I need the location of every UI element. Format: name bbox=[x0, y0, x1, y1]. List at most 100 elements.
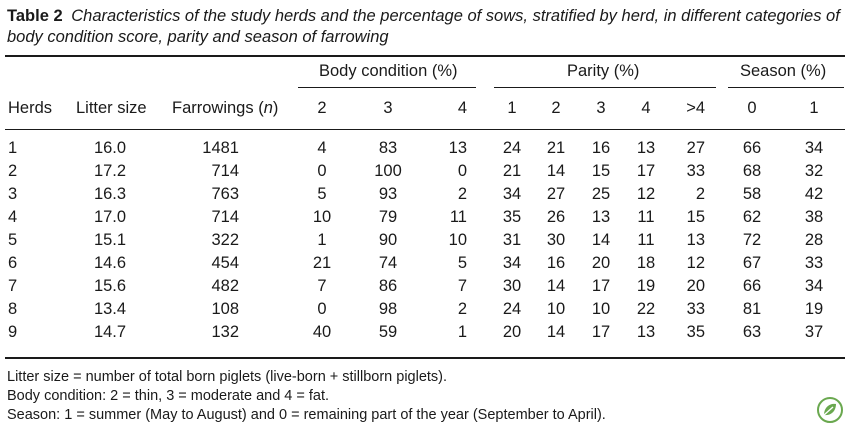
cell-litter-size: 13.4 bbox=[93, 300, 127, 318]
cell-parity-3: 16 bbox=[591, 139, 611, 157]
cell-season-0: 66 bbox=[742, 277, 762, 295]
cell-bc-4: 5 bbox=[457, 254, 467, 272]
cell-farrowings: 714 bbox=[211, 208, 239, 226]
cell-parity-4: 19 bbox=[636, 277, 656, 295]
cell-parity-gt4: 33 bbox=[686, 162, 705, 180]
column-header-bc-2: 4 bbox=[457, 99, 467, 117]
cell-parity-1: 24 bbox=[502, 300, 522, 318]
column-header-parity-4: >4 bbox=[686, 99, 705, 117]
group-rule-season bbox=[728, 87, 844, 88]
cell-season-1: 19 bbox=[804, 300, 824, 318]
cell-bc-4: 2 bbox=[457, 185, 467, 203]
cell-herd: 1 bbox=[8, 139, 18, 157]
cell-litter-size: 17.2 bbox=[93, 162, 127, 180]
column-header-parity-0: 1 bbox=[507, 99, 517, 117]
cell-parity-3: 14 bbox=[591, 231, 611, 249]
cell-farrowings: 454 bbox=[211, 254, 239, 272]
cell-parity-gt4: 20 bbox=[686, 277, 705, 295]
cell-bc-3: 100 bbox=[374, 162, 402, 180]
cell-parity-1: 30 bbox=[502, 277, 522, 295]
header-rule bbox=[5, 129, 845, 130]
cell-parity-1: 34 bbox=[502, 254, 522, 272]
column-header-parity-3: 4 bbox=[641, 99, 651, 117]
cell-parity-gt4: 33 bbox=[686, 300, 705, 318]
cell-bc-2: 4 bbox=[317, 139, 327, 157]
cell-parity-1: 31 bbox=[502, 231, 522, 249]
cell-parity-3: 17 bbox=[591, 323, 611, 341]
cell-bc-4: 1 bbox=[457, 323, 467, 341]
column-header-parity-1: 2 bbox=[551, 99, 561, 117]
cell-litter-size: 16.0 bbox=[93, 139, 127, 157]
cell-litter-size: 16.3 bbox=[93, 185, 127, 203]
cell-bc-3: 90 bbox=[378, 231, 398, 249]
cell-parity-gt4: 13 bbox=[686, 231, 705, 249]
cell-bc-3: 93 bbox=[378, 185, 398, 203]
leaf-badge-icon bbox=[817, 397, 843, 423]
bottom-rule bbox=[5, 357, 845, 359]
cell-parity-2: 10 bbox=[546, 300, 566, 318]
footnote-litter-size: Litter size = number of total born pigle… bbox=[7, 369, 448, 385]
cell-season-0: 62 bbox=[742, 208, 762, 226]
group-rule-parity bbox=[494, 87, 716, 88]
cell-herd: 7 bbox=[8, 277, 18, 295]
cell-farrowings: 482 bbox=[211, 277, 239, 295]
cell-bc-3: 74 bbox=[378, 254, 398, 272]
cell-parity-1: 35 bbox=[502, 208, 522, 226]
column-header-farrowings: Farrowings (n) bbox=[172, 99, 279, 117]
cell-season-1: 34 bbox=[804, 277, 824, 295]
column-header-season-1: 1 bbox=[809, 99, 819, 117]
cell-parity-3: 25 bbox=[591, 185, 611, 203]
cell-bc-2: 7 bbox=[317, 277, 327, 295]
cell-season-0: 63 bbox=[742, 323, 762, 341]
cell-herd: 5 bbox=[8, 231, 18, 249]
cell-parity-gt4: 12 bbox=[686, 254, 705, 272]
cell-bc-3: 86 bbox=[378, 277, 398, 295]
cell-parity-gt4: 35 bbox=[686, 323, 705, 341]
cell-farrowings: 763 bbox=[211, 185, 239, 203]
cell-farrowings: 714 bbox=[211, 162, 239, 180]
cell-parity-2: 30 bbox=[546, 231, 566, 249]
group-header-season: Season (%) bbox=[740, 62, 827, 80]
cell-parity-2: 14 bbox=[546, 323, 566, 341]
cell-parity-4: 12 bbox=[636, 185, 656, 203]
cell-litter-size: 17.0 bbox=[93, 208, 127, 226]
cell-parity-4: 11 bbox=[637, 208, 655, 226]
cell-season-1: 38 bbox=[804, 208, 824, 226]
footnote-body-condition: Body condition: 2 = thin, 3 = moderate a… bbox=[7, 388, 330, 404]
cell-herd: 3 bbox=[8, 185, 18, 203]
cell-farrowings: 1481 bbox=[202, 139, 239, 157]
cell-bc-2: 10 bbox=[312, 208, 332, 226]
cell-litter-size: 15.6 bbox=[93, 277, 127, 295]
group-header-body-condition: Body condition (%) bbox=[319, 62, 458, 80]
cell-season-1: 34 bbox=[804, 139, 824, 157]
cell-farrowings: 322 bbox=[211, 231, 239, 249]
cell-bc-2: 0 bbox=[317, 300, 327, 318]
cell-herd: 4 bbox=[8, 208, 18, 226]
cell-parity-3: 10 bbox=[591, 300, 611, 318]
cell-parity-1: 34 bbox=[502, 185, 522, 203]
cell-farrowings: 108 bbox=[211, 300, 239, 318]
cell-season-0: 72 bbox=[742, 231, 762, 249]
cell-parity-1: 24 bbox=[502, 139, 522, 157]
cell-parity-3: 15 bbox=[591, 162, 611, 180]
cell-bc-4: 11 bbox=[449, 208, 467, 226]
cell-parity-4: 22 bbox=[636, 300, 656, 318]
cell-herd: 2 bbox=[8, 162, 18, 180]
cell-parity-2: 14 bbox=[546, 277, 566, 295]
cell-parity-2: 21 bbox=[546, 139, 566, 157]
column-header-litter-size: Litter size bbox=[76, 99, 147, 117]
cell-bc-3: 98 bbox=[378, 300, 398, 318]
cell-season-0: 58 bbox=[742, 185, 762, 203]
cell-bc-4: 0 bbox=[457, 162, 467, 180]
cell-bc-2: 1 bbox=[317, 231, 327, 249]
cell-bc-4: 2 bbox=[457, 300, 467, 318]
cell-season-0: 81 bbox=[742, 300, 762, 318]
cell-bc-2: 0 bbox=[317, 162, 327, 180]
table-caption: Table 2 Characteristics of the study her… bbox=[7, 6, 847, 48]
cell-parity-1: 20 bbox=[502, 323, 522, 341]
cell-bc-3: 83 bbox=[378, 139, 398, 157]
cell-season-1: 28 bbox=[804, 231, 824, 249]
cell-farrowings: 132 bbox=[211, 323, 239, 341]
cell-parity-gt4: 2 bbox=[695, 185, 705, 203]
cell-herd: 8 bbox=[8, 300, 18, 318]
